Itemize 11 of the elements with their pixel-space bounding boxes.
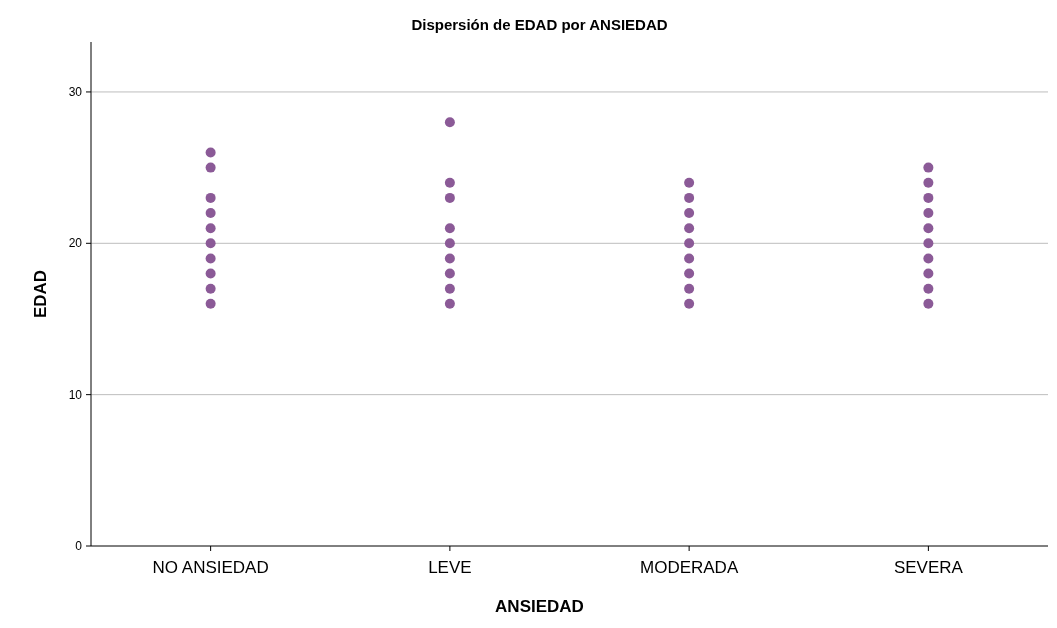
x-tick-label: NO ANSIEDAD: [152, 558, 269, 577]
y-tick-label: 10: [68, 387, 83, 402]
y-tick-label: 30: [68, 85, 83, 100]
chart-title: Dispersión de EDAD por ANSIEDAD: [411, 16, 668, 33]
x-tick-label: LEVE: [428, 558, 472, 577]
x-axis-title: ANSIEDAD: [495, 597, 584, 616]
x-tick-label: SEVERA: [893, 558, 964, 577]
x-tick-label: MODERADA: [640, 558, 739, 577]
y-tick-label: 20: [68, 236, 83, 251]
y-axis-title: EDAD: [31, 269, 50, 319]
y-tick-label: 0: [75, 539, 83, 554]
